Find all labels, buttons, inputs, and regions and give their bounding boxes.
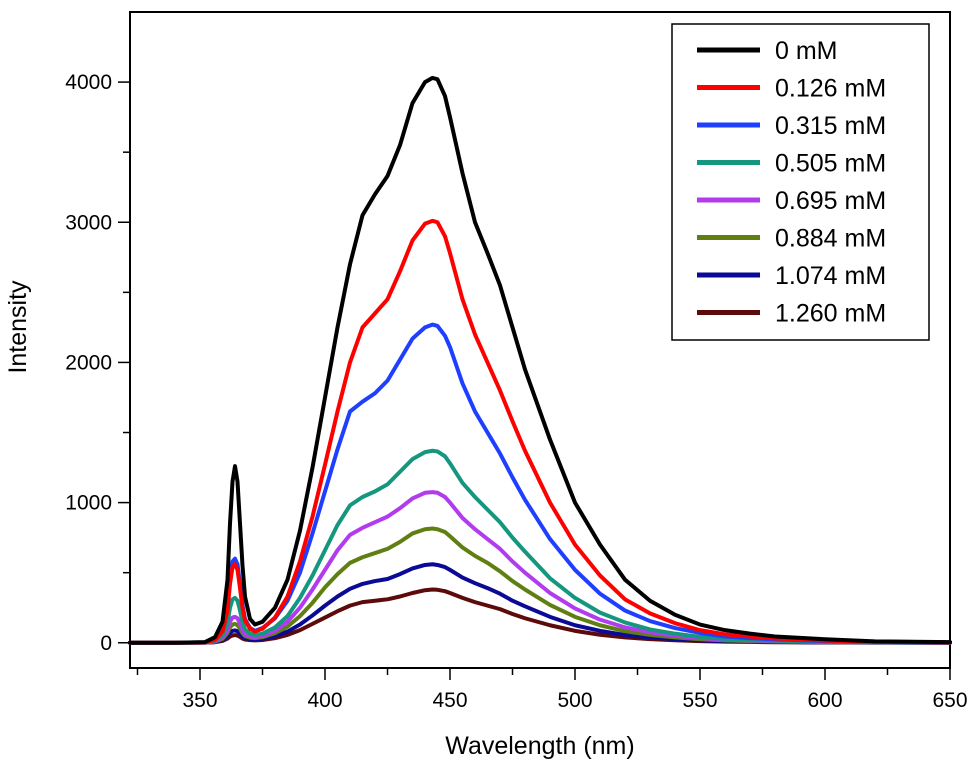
series-line-7 — [128, 587, 952, 645]
x-tick-label: 650 — [932, 689, 967, 712]
axis-tick-labels: 350 400 450 500 550 600 650 0 1000 2000 3000 4000 — [65, 71, 967, 712]
legend-label-6: 1.074 mM — [775, 262, 886, 290]
y-tick-label: 2000 — [65, 351, 112, 374]
series-line-0 — [128, 75, 952, 645]
y-tick-label: 1000 — [65, 492, 112, 515]
x-tick-label: 500 — [557, 689, 592, 712]
plot-area-frame — [129, 11, 951, 669]
x-tick-label: 450 — [432, 689, 467, 712]
series-line-2 — [128, 322, 952, 645]
legend-label-2: 0.315 mM — [775, 112, 886, 140]
legend-label-1: 0.126 mM — [775, 75, 886, 103]
series-line-6 — [128, 562, 952, 645]
y-axis-title: Intensity — [4, 280, 32, 374]
legend-label-4: 0.695 mM — [775, 187, 886, 215]
axis-ticks — [118, 81, 951, 680]
x-tick-label: 550 — [682, 689, 717, 712]
series-group — [128, 75, 952, 645]
y-tick-label: 0 — [100, 632, 112, 655]
y-tick-label: 4000 — [65, 71, 112, 94]
series-line-5 — [128, 526, 952, 645]
legend-label-7: 1.260 mM — [775, 300, 886, 328]
series-line-4 — [128, 490, 952, 645]
y-tick-label: 3000 — [65, 211, 112, 234]
x-tick-label: 400 — [307, 689, 342, 712]
series-line-1 — [128, 218, 952, 645]
legend-label-3: 0.505 mM — [775, 150, 886, 178]
legend-box — [671, 23, 930, 341]
legend-label-0: 0 mM — [775, 37, 838, 65]
legend: 0 mM 0.126 mM 0.315 mM 0.505 mM 0.695 mM 0.88… — [671, 23, 930, 341]
x-tick-label: 600 — [807, 689, 842, 712]
series-line-3 — [128, 448, 952, 645]
legend-label-5: 0.884 mM — [775, 225, 886, 253]
x-tick-label: 350 — [182, 689, 217, 712]
x-axis-title: Wavelength (nm) — [445, 732, 634, 760]
